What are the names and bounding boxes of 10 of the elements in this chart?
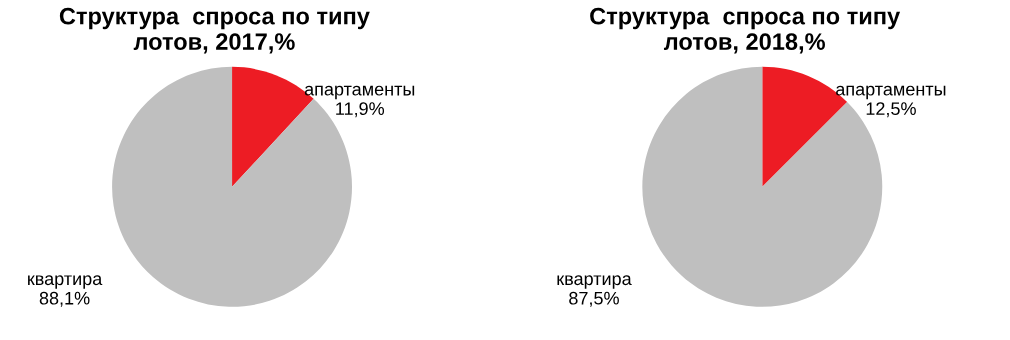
- slice-label: квартира: [557, 275, 632, 289]
- slice-label: апартаменты: [836, 85, 946, 100]
- data-label: 88,1%: [39, 291, 90, 307]
- data-label: 11,9%: [336, 102, 385, 118]
- chart-title: Структура спроса по типу лотов, 2017,%: [59, 7, 370, 54]
- slice-label: квартира: [28, 275, 103, 289]
- chart-title: Структура спроса по типу лотов, 2018,%: [590, 7, 901, 54]
- data-label: 87,5%: [569, 291, 619, 307]
- slice-label: апартаменты: [304, 85, 415, 100]
- data-label: 12,5%: [866, 102, 916, 118]
